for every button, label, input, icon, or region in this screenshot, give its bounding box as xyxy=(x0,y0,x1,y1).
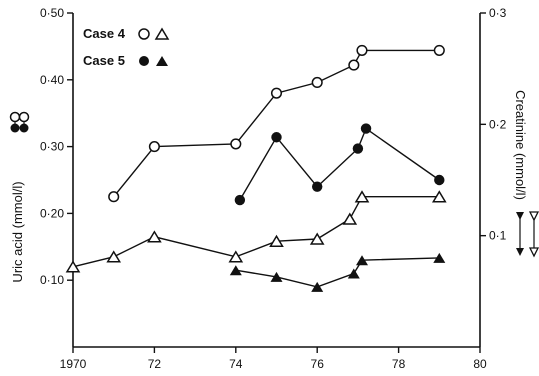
right-key-filled-triangle-2 xyxy=(516,248,524,256)
series-markers xyxy=(65,44,447,292)
data-point-open-triangle xyxy=(269,234,284,247)
data-point-open-triangle xyxy=(309,232,325,245)
data-point-open-triangle xyxy=(106,250,122,263)
data-point-open-circle xyxy=(148,141,160,153)
series-line-1 xyxy=(239,127,440,201)
data-point-filled-triangle xyxy=(229,265,242,276)
data-point-filled-circle xyxy=(360,123,372,134)
right-key-open-triangle-2 xyxy=(528,247,539,258)
data-point-filled-triangle xyxy=(347,268,360,279)
left-y-ticks: 0·10 0·20 0·30 0·40 0·50 xyxy=(40,6,73,287)
data-point-open-triangle xyxy=(228,250,244,263)
data-point-filled-triangle xyxy=(433,252,446,263)
right-y-axis-title: Creatinine (mmol/l) xyxy=(513,90,528,200)
left-y-tick-label: 0·50 xyxy=(40,6,64,20)
left-key-open-circle-2 xyxy=(18,111,30,123)
data-point-filled-circle xyxy=(352,143,364,154)
legend-label-case-4: Case 4 xyxy=(83,26,126,41)
right-axis-marker-key xyxy=(516,211,539,258)
right-key-open-triangle xyxy=(528,211,539,222)
x-tick-label: 78 xyxy=(392,357,406,371)
data-point-filled-triangle xyxy=(311,281,324,292)
data-point-filled-circle xyxy=(434,174,445,186)
left-y-tick-label: 0·40 xyxy=(40,73,64,87)
right-y-tick-label: 0·2 xyxy=(489,117,507,131)
left-key-filled-circle-2 xyxy=(19,123,29,133)
data-point-open-triangle xyxy=(354,190,370,203)
right-y-tick-label: 0·3 xyxy=(489,6,507,20)
data-point-open-circle xyxy=(108,191,120,203)
series-line-0 xyxy=(113,49,440,198)
left-key-filled-circle xyxy=(10,123,20,133)
left-axis-marker-key xyxy=(9,111,30,133)
data-point-open-triangle xyxy=(65,260,81,273)
x-tick-label: 76 xyxy=(311,357,325,371)
right-y-tick-label: 0·1 xyxy=(489,229,507,243)
x-tick-label: 1970 xyxy=(60,357,87,371)
data-point-open-circle xyxy=(311,76,323,89)
data-point-open-circle xyxy=(270,87,283,99)
data-point-open-circle xyxy=(356,44,368,56)
data-point-filled-triangle xyxy=(356,255,368,266)
legend-label-case-5: Case 5 xyxy=(83,53,125,68)
legend-filled-triangle-marker xyxy=(156,56,168,66)
series-lines xyxy=(72,49,440,288)
legend: Case 4 Case 5 xyxy=(83,26,170,68)
data-point-filled-circle xyxy=(271,132,282,143)
x-tick-label: 74 xyxy=(229,357,243,371)
x-tick-label: 80 xyxy=(473,357,487,371)
data-point-filled-circle xyxy=(234,194,246,206)
legend-filled-circle-marker xyxy=(139,56,149,66)
data-point-open-triangle xyxy=(342,212,358,225)
left-y-tick-label: 0·30 xyxy=(40,140,64,154)
data-point-filled-triangle xyxy=(270,271,283,282)
x-tick-label: 72 xyxy=(148,357,162,371)
legend-open-triangle-marker xyxy=(154,27,170,40)
right-key-filled-triangle xyxy=(516,212,524,220)
legend-open-circle-marker xyxy=(138,28,150,40)
left-key-open-circle xyxy=(9,111,21,123)
series-line-3 xyxy=(235,257,440,288)
data-point-open-triangle xyxy=(147,230,162,243)
left-y-tick-label: 0·10 xyxy=(40,273,64,287)
data-point-open-triangle xyxy=(431,190,447,203)
left-y-axis-title: Uric acid (mmol/l) xyxy=(10,181,25,282)
data-point-open-circle xyxy=(348,59,360,71)
left-y-tick-label: 0·20 xyxy=(40,206,64,220)
data-point-open-circle xyxy=(433,44,445,56)
x-ticks: 1970 72 74 76 78 80 xyxy=(60,347,487,371)
right-y-ticks: 0·1 0·2 0·3 xyxy=(480,6,507,243)
data-point-open-circle xyxy=(230,138,242,150)
series-line-2 xyxy=(72,195,440,268)
data-point-filled-circle xyxy=(312,181,323,192)
